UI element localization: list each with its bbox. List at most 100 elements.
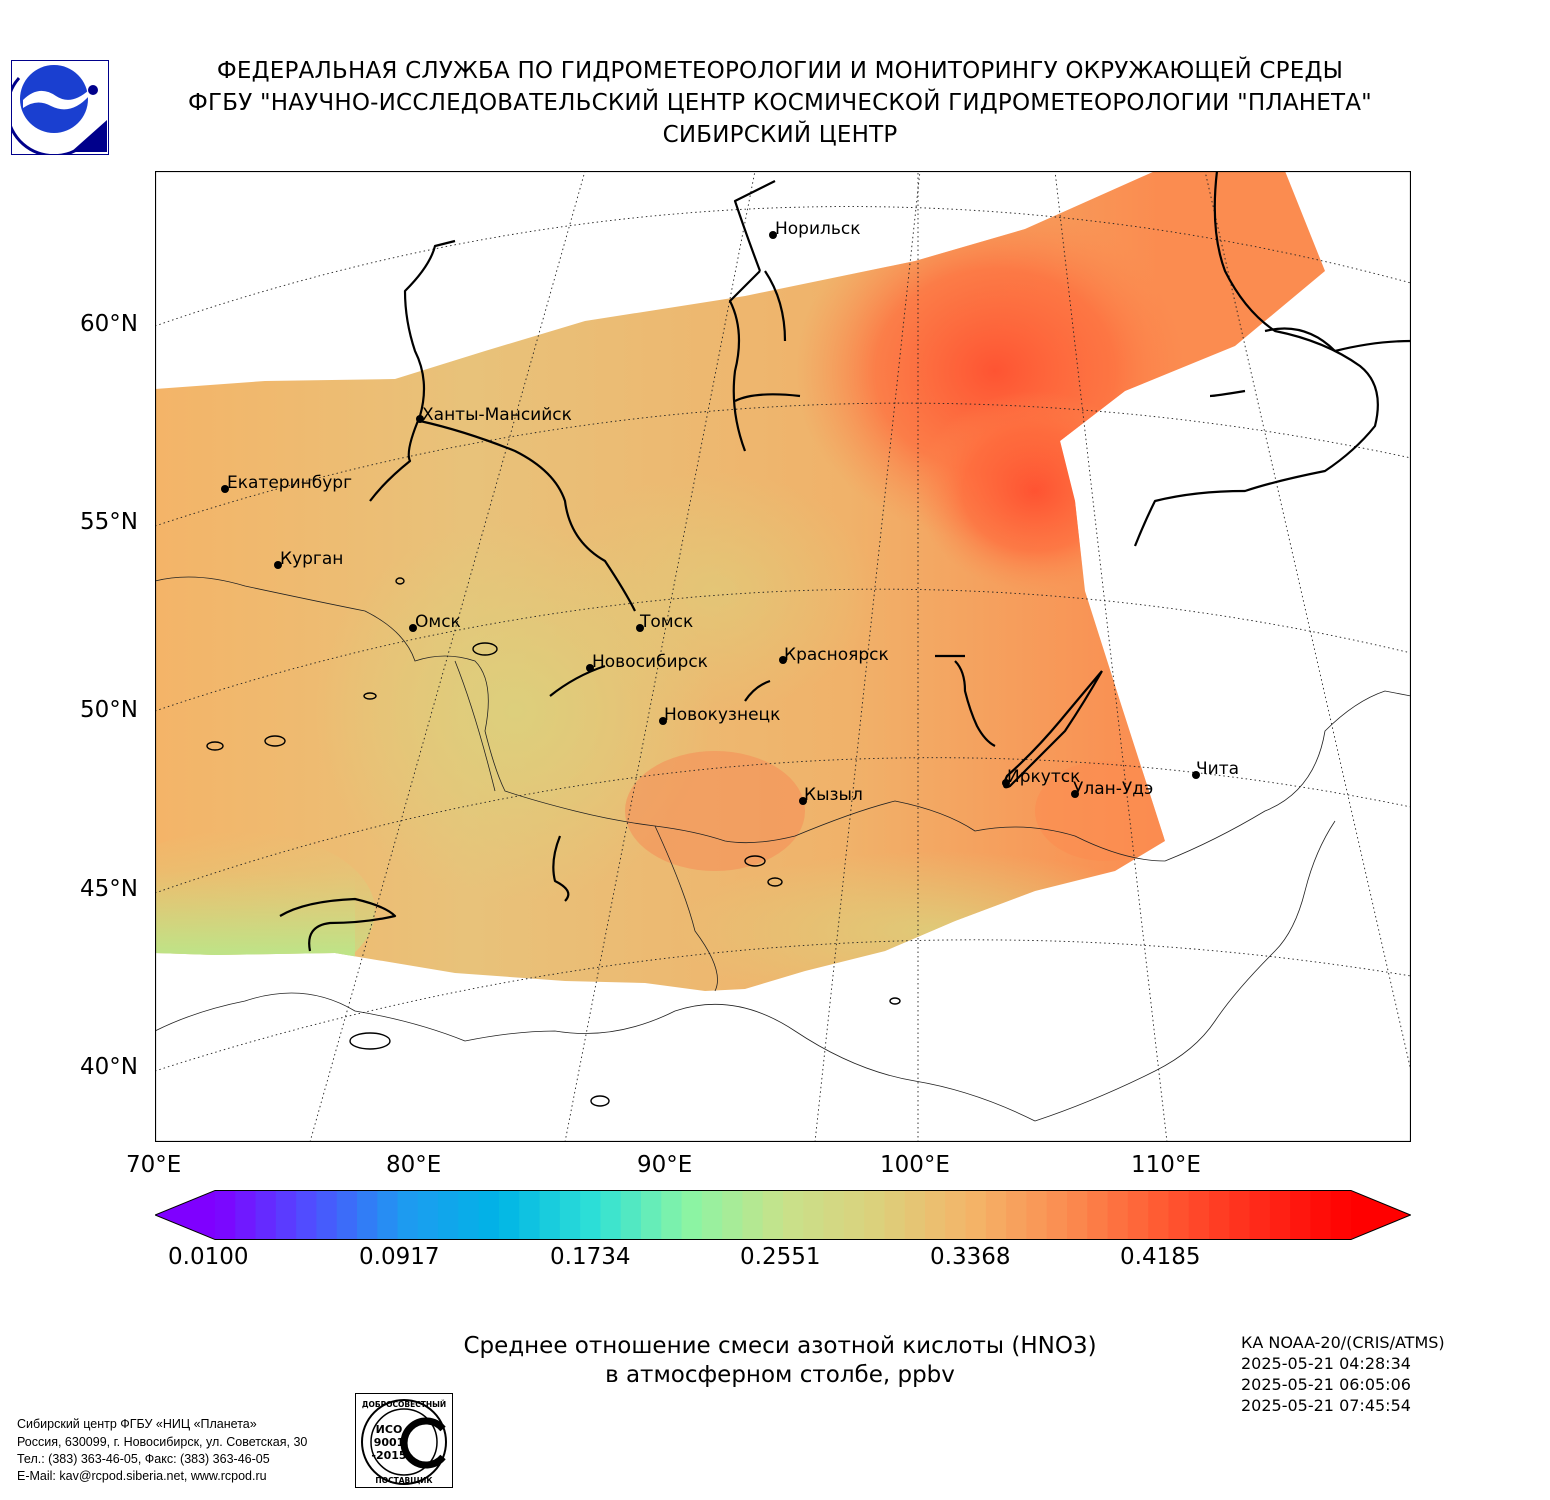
colorbar-cell <box>681 1191 703 1239</box>
lon-label-110: 110°E <box>1131 1152 1201 1178</box>
svg-text:9001: 9001 <box>374 1436 405 1449</box>
planeta-logo-icon <box>5 60 109 158</box>
colorbar-cell <box>519 1191 541 1239</box>
svg-text:Норильск: Норильск <box>775 219 861 239</box>
colorbar <box>153 1190 1412 1240</box>
colorbar-cell <box>438 1191 460 1239</box>
svg-text:Красноярск: Красноярск <box>784 645 889 665</box>
colorbar-cell <box>336 1191 358 1239</box>
satellite-time-3: 2025-05-21 07:45:54 <box>1241 1396 1411 1415</box>
colorbar-cell <box>1188 1191 1210 1239</box>
colorbar-cell <box>377 1191 399 1239</box>
colorbar-cell <box>499 1191 520 1239</box>
svg-text:Омск: Омск <box>415 612 461 632</box>
satellite-time-2: 2025-05-21 06:05:06 <box>1241 1375 1411 1394</box>
colorbar-cell <box>1249 1191 1271 1239</box>
colorbar-cell <box>620 1191 642 1239</box>
header-line-3: СИБИРСКИЙ ЦЕНТР <box>662 122 898 148</box>
colorbar-cell <box>742 1191 764 1239</box>
colorbar-cell <box>1067 1191 1088 1239</box>
colorbar-cell <box>803 1191 825 1239</box>
svg-text:ИСО: ИСО <box>376 1423 403 1436</box>
svg-text:ДОБРОСОВЕСТНЫЙ: ДОБРОСОВЕСТНЫЙ <box>362 1400 446 1409</box>
colorbar-cell <box>1127 1191 1149 1239</box>
colorbar-cell <box>357 1191 378 1239</box>
colorbar-cell <box>1107 1191 1129 1239</box>
colorbar-cell <box>296 1191 318 1239</box>
colorbar-cell <box>1087 1191 1109 1239</box>
colorbar-cell <box>1148 1191 1170 1239</box>
city-novosibirsk[interactable]: Новосибирск <box>586 652 708 672</box>
colorbar-cell <box>417 1191 439 1239</box>
svg-text:Новокузнецк: Новокузнецк <box>664 705 780 725</box>
satellite-name: КА NOAA-20/(CRIS/ATMS) <box>1241 1333 1445 1352</box>
lat-label-55: 55°N <box>80 509 138 535</box>
svg-text:Кызыл: Кызыл <box>804 785 863 805</box>
colorbar-cell <box>559 1191 581 1239</box>
address-line-2: Россия, 630099, г. Новосибирск, ул. Сове… <box>17 1435 308 1449</box>
svg-text:Иркутск: Иркутск <box>1007 767 1080 787</box>
colorbar-cell <box>904 1191 926 1239</box>
lon-label-100: 100°E <box>880 1152 950 1178</box>
svg-text:Новосибирск: Новосибирск <box>592 652 708 672</box>
colorbar-cell <box>1310 1191 1332 1239</box>
svg-text:Томск: Томск <box>639 612 693 632</box>
colorbar-cell <box>1209 1191 1230 1239</box>
city-omsk[interactable]: Омск <box>409 612 461 632</box>
city-tomsk[interactable]: Томск <box>636 612 693 632</box>
colorbar-cell <box>661 1191 683 1239</box>
colorbar-cell <box>985 1191 1007 1239</box>
colorbar-cell <box>316 1191 338 1239</box>
iso-badge: ДОБРОСОВЕСТНЫЙ ИСО 9001 -2015 ПОСТАВЩИК <box>355 1393 453 1488</box>
city-kurgan[interactable]: Курган <box>274 549 343 569</box>
colorbar-cell <box>478 1191 500 1239</box>
city-chita[interactable]: Чита <box>1192 759 1239 779</box>
svg-text:Ханты-Мансийск: Ханты-Мансийск <box>422 405 572 425</box>
rivers <box>279 170 1412 952</box>
city-yekaterinburg[interactable]: Екатеринбург <box>221 473 352 493</box>
colorbar-cell <box>1290 1191 1312 1239</box>
colorbar-tick-3: 0.2551 <box>740 1244 821 1270</box>
colorbar-cell <box>397 1191 419 1239</box>
header-line-1: ФЕДЕРАЛЬНАЯ СЛУЖБА ПО ГИДРОМЕТЕОРОЛОГИИ … <box>216 58 1344 84</box>
satellite-time-1: 2025-05-21 04:28:34 <box>1241 1354 1411 1373</box>
colorbar-cell <box>539 1191 561 1239</box>
city-ulan-ude[interactable]: Улан-Удэ <box>1071 779 1153 799</box>
city-irkutsk[interactable]: Иркутск <box>1002 767 1080 787</box>
city-norilsk[interactable]: Норильск <box>769 219 861 239</box>
colorbar-tick-2: 0.1734 <box>550 1244 631 1270</box>
colorbar-cell <box>600 1191 622 1239</box>
colorbar-cell <box>641 1191 662 1239</box>
colorbar-cell <box>1330 1191 1352 1239</box>
map-frame <box>154 170 1412 1143</box>
colorbar-cell <box>884 1191 906 1239</box>
graticule <box>154 170 1412 1143</box>
colorbar-cell <box>762 1191 784 1239</box>
lat-label-40: 40°N <box>80 1054 138 1080</box>
colorbar-cell <box>275 1191 297 1239</box>
lat-label-50: 50°N <box>80 697 138 723</box>
colorbar-cell <box>965 1191 987 1239</box>
map-panel[interactable]: Норильск Ханты-Мансийск Екатеринбург Кур… <box>154 170 1412 1143</box>
colorbar-cell <box>701 1191 723 1239</box>
cities: Норильск Ханты-Мансийск Екатеринбург Кур… <box>221 219 1239 805</box>
lon-label-80: 80°E <box>386 1152 442 1178</box>
colorbar-cell <box>823 1191 845 1239</box>
country-borders <box>154 576 1412 1122</box>
lakes <box>206 577 901 1107</box>
city-novokuznetsk[interactable]: Новокузнецк <box>659 705 780 725</box>
planeta-logo <box>5 60 109 158</box>
colorbar-cell <box>458 1191 480 1239</box>
colorbar-svg <box>153 1190 1412 1240</box>
svg-text:-2015: -2015 <box>371 1449 406 1462</box>
lon-label-90: 90°E <box>637 1152 693 1178</box>
address-line-4: E-Mail: kav@rcpod.siberia.net, www.rcpod… <box>17 1469 267 1483</box>
city-khanty-mansiysk[interactable]: Ханты-Мансийск <box>416 405 572 425</box>
lat-label-45: 45°N <box>80 876 138 902</box>
city-krasnoyarsk[interactable]: Красноярск <box>779 645 889 665</box>
city-kyzyl[interactable]: Кызыл <box>799 785 863 805</box>
address-line-1: Сибирский центр ФГБУ «НИЦ «Планета» <box>17 1417 257 1431</box>
colorbar-cell <box>783 1191 804 1239</box>
caption-line-1: Среднее отношение смеси азотной кислоты … <box>463 1333 1097 1359</box>
svg-text:Екатеринбург: Екатеринбург <box>227 473 352 493</box>
